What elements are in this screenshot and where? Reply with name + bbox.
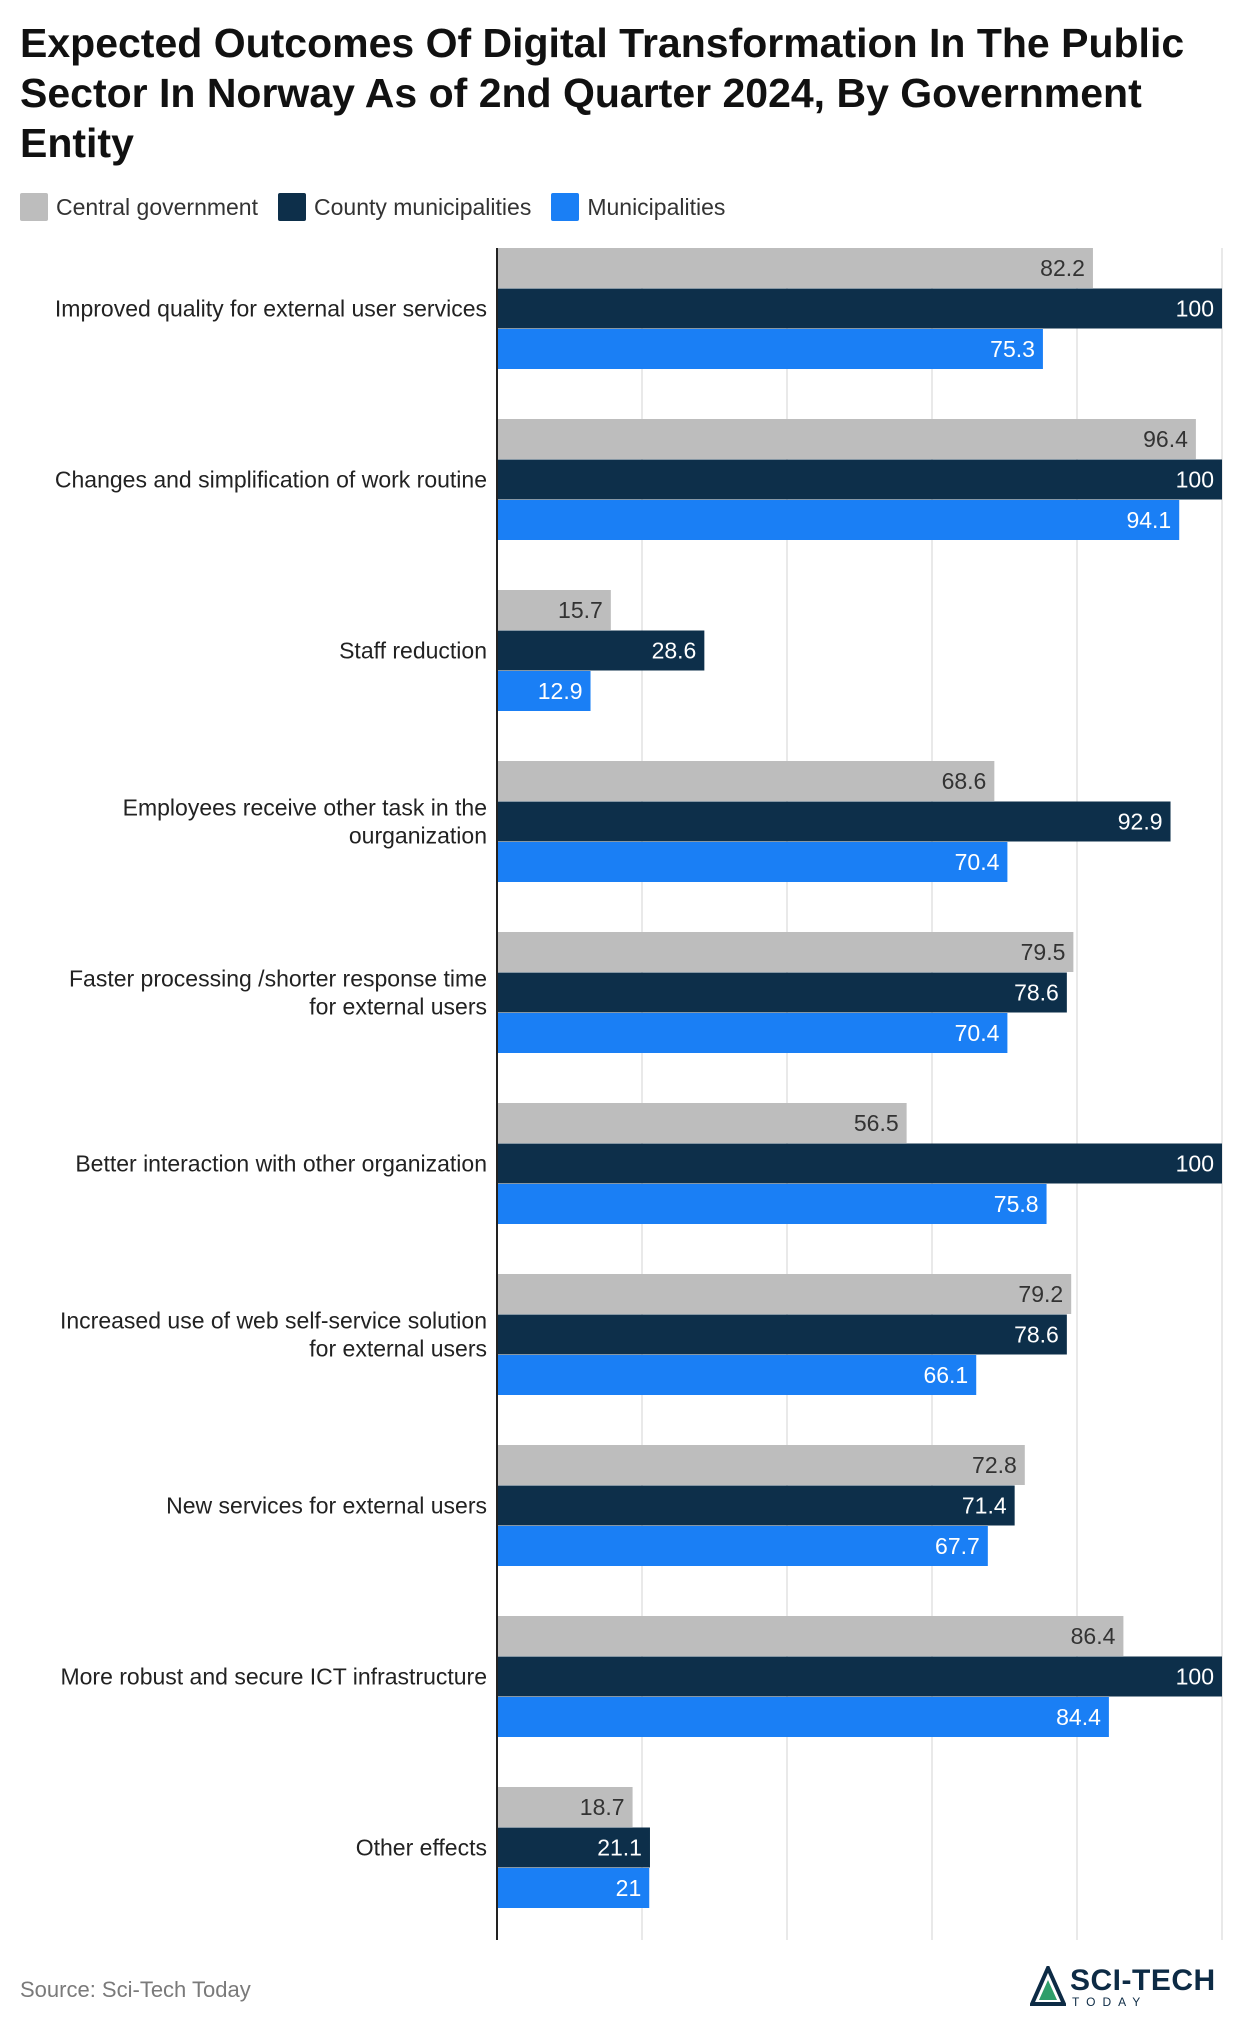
category-label: New services for external users (166, 1493, 487, 1519)
sci-tech-logo: SCI-TECH TODAY (1030, 1962, 1220, 2012)
data-label: 18.7 (580, 1794, 625, 1820)
bar (497, 1485, 1015, 1526)
bar (497, 419, 1196, 459)
data-label: 86.4 (1071, 1623, 1116, 1649)
legend: Central government County municipalities… (20, 190, 745, 224)
bar (497, 288, 1222, 329)
bar (497, 1355, 977, 1395)
legend-swatch (551, 193, 580, 221)
data-label: 82.2 (1040, 255, 1085, 281)
data-label: 75.3 (990, 336, 1035, 362)
bar (497, 1445, 1025, 1485)
category-label: Changes and simplification of work routi… (55, 467, 487, 493)
category-label: ourganization (349, 823, 487, 849)
bar (497, 590, 611, 630)
category-label: for external users (309, 1336, 487, 1362)
data-label: 100 (1176, 467, 1214, 493)
logo-text: SCI-TECH (1070, 1964, 1216, 1997)
data-label: 66.1 (923, 1362, 968, 1388)
triangle-logo-icon (1030, 1966, 1066, 2006)
data-label: 70.4 (955, 1020, 1000, 1046)
category-label: Better interaction with other organizati… (75, 1151, 487, 1177)
source-note: Source: Sci-Tech Today (20, 1977, 251, 2002)
bar (497, 1827, 650, 1868)
legend-label: County municipalities (314, 193, 532, 220)
bar (497, 1314, 1067, 1355)
chart-title: Expected Outcomes Of Digital Transformat… (20, 20, 1185, 166)
data-label: 67.7 (935, 1533, 980, 1559)
legend-label: Central government (56, 193, 258, 220)
bar (497, 1697, 1109, 1737)
legend-swatch (278, 193, 306, 221)
bar (497, 459, 1222, 500)
bar (497, 1103, 907, 1143)
data-label: 15.7 (558, 597, 603, 623)
data-label: 72.8 (972, 1452, 1017, 1478)
bar (497, 1868, 650, 1908)
data-label: 96.4 (1143, 426, 1188, 452)
logo-subtext: TODAY (1072, 1995, 1148, 2009)
bar (497, 1143, 1222, 1184)
data-label: 92.9 (1118, 809, 1163, 835)
bar (497, 1013, 1008, 1053)
bar (497, 1787, 633, 1827)
category-label: Staff reduction (339, 638, 487, 664)
legend-swatch (20, 193, 48, 221)
bar (497, 1616, 1124, 1656)
data-label: 84.4 (1056, 1704, 1101, 1730)
data-label: 71.4 (962, 1493, 1007, 1519)
data-label: 79.2 (1018, 1281, 1063, 1307)
data-label: 21.1 (597, 1835, 642, 1861)
data-label: 100 (1176, 1664, 1214, 1690)
bar (497, 500, 1180, 540)
data-label: 28.6 (652, 638, 697, 664)
bar (497, 801, 1171, 842)
data-label: 70.4 (955, 849, 1000, 875)
data-label: 12.9 (538, 678, 583, 704)
category-label: Improved quality for external user servi… (55, 296, 487, 322)
data-label: 78.6 (1014, 1322, 1059, 1348)
bar (497, 932, 1074, 972)
bar (497, 1274, 1072, 1314)
data-label: 78.6 (1014, 980, 1059, 1006)
bar (497, 972, 1067, 1013)
legend-item-central-government[interactable]: Central government (20, 193, 258, 221)
bar (497, 761, 995, 801)
bar (497, 1656, 1222, 1697)
category-label: Employees receive other task in the (123, 795, 487, 821)
data-label: 68.6 (942, 768, 987, 794)
legend-label: Municipalities (587, 193, 726, 220)
data-label: 94.1 (1126, 507, 1171, 533)
bar (497, 630, 705, 671)
legend-item-municipalities[interactable]: Municipalities (551, 193, 725, 221)
category-label: Other effects (356, 1835, 487, 1861)
data-label: 100 (1176, 296, 1214, 322)
bar (497, 1526, 988, 1566)
data-label: 100 (1176, 1151, 1214, 1177)
bar (497, 329, 1043, 369)
category-label: for external users (309, 994, 487, 1020)
category-label: More robust and secure ICT infrastructur… (60, 1664, 487, 1690)
bar (497, 842, 1008, 882)
legend-item-county-municipalities[interactable]: County municipalities (278, 193, 531, 221)
bar (497, 248, 1093, 288)
category-label: Faster processing /shorter response time (69, 966, 487, 992)
data-label: 56.5 (854, 1110, 899, 1136)
data-label: 79.5 (1021, 939, 1066, 965)
data-label: 75.8 (994, 1191, 1039, 1217)
bar (497, 671, 591, 711)
category-label: Increased use of web self-service soluti… (60, 1308, 487, 1334)
bar (497, 1184, 1047, 1224)
data-label: 21 (616, 1875, 642, 1901)
